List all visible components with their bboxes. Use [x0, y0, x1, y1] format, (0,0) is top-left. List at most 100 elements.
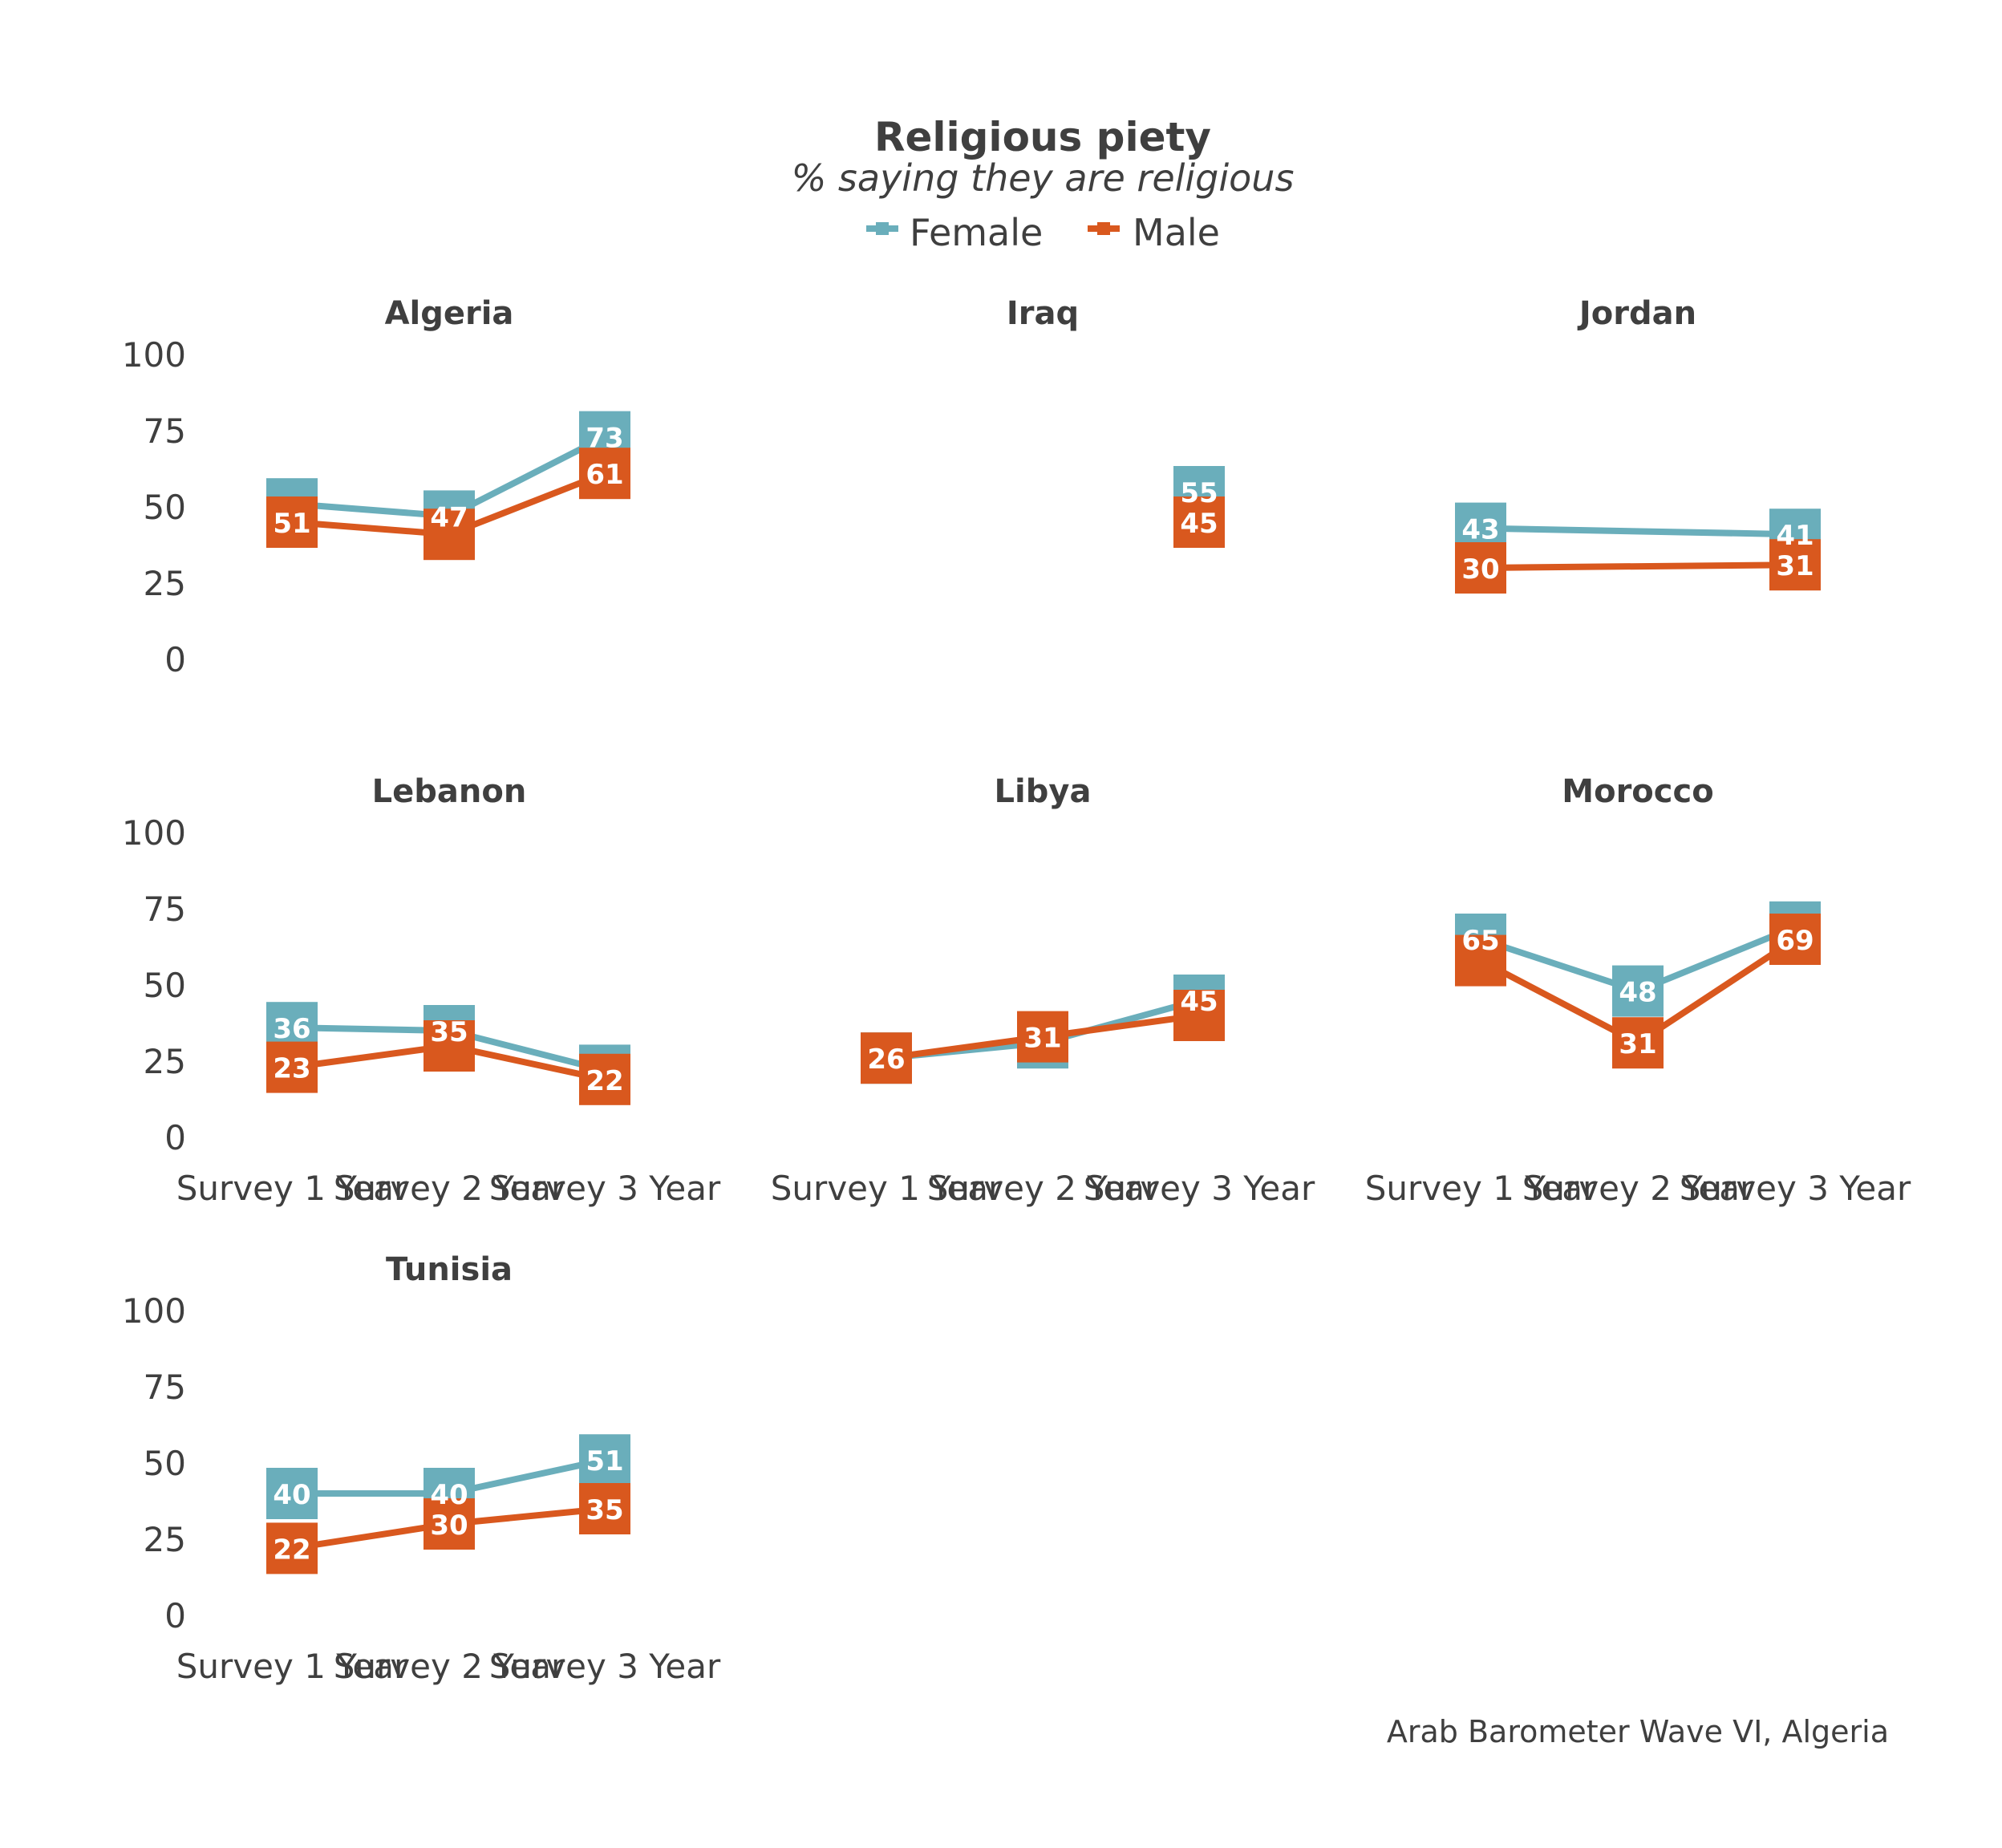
male-data-label: 23 — [273, 1053, 310, 1085]
x-tick-label: Survey 3 Year — [489, 1169, 721, 1208]
male-point — [1173, 496, 1225, 548]
y-tick-label: 75 — [144, 1368, 186, 1407]
panel-title: Libya — [995, 773, 1092, 810]
x-tick-label: Survey 1 Year — [1365, 1169, 1597, 1208]
y-tick-label: 100 — [122, 1291, 186, 1331]
male-point — [1769, 539, 1821, 591]
male-point — [861, 1032, 912, 1084]
male-point — [579, 1483, 630, 1534]
x-tick-label: Survey 3 Year — [1680, 1169, 1911, 1208]
y-tick-label: 75 — [144, 890, 186, 929]
female-data-label: 40 — [273, 1479, 310, 1511]
female-data-label: 40 — [430, 1479, 468, 1511]
legend-male-swatch-marker — [1097, 222, 1110, 235]
male-data-label: 69 — [1776, 925, 1814, 957]
panel-title: Lebanon — [372, 773, 527, 810]
panel-jordan: Jordan 43 41 30 31 — [1455, 295, 1821, 594]
legend: Female Male — [866, 211, 1220, 254]
male-data-label: 30 — [430, 1510, 468, 1542]
female-data-label: 43 — [1461, 514, 1499, 546]
y-tick-label: 25 — [144, 564, 186, 603]
panel-title: Morocco — [1562, 773, 1713, 810]
y-tick-label: 50 — [144, 488, 186, 527]
x-tick-label: Survey 3 Year — [489, 1647, 721, 1686]
chart-title: Religious piety — [874, 114, 1211, 160]
legend-male-label: Male — [1133, 211, 1220, 254]
male-point — [424, 509, 475, 561]
y-tick-label: 25 — [144, 1520, 186, 1559]
male-point — [579, 1053, 630, 1105]
male-point — [424, 1020, 475, 1072]
male-point — [1769, 914, 1821, 965]
male-data-label: 31 — [1619, 1028, 1656, 1060]
panel-title: Algeria — [385, 295, 514, 332]
male-data-label: 26 — [867, 1044, 905, 1076]
x-tick-label: Survey 3 Year — [1084, 1169, 1315, 1208]
panel-title: Iraq — [1007, 295, 1079, 332]
x-tick-label: Survey 1 Year — [176, 1169, 408, 1208]
x-tick-label: Survey 1 Year — [176, 1647, 408, 1686]
female-data-label: 36 — [273, 1013, 310, 1045]
female-data-label: 41 — [1776, 520, 1814, 552]
y-tick-label: 25 — [144, 1042, 186, 1081]
x-tick-label: Survey 2 Year — [927, 1169, 1159, 1208]
panel-algeria: Algeria 0 25 50 75 100 47 73 51 61 — [122, 295, 630, 679]
chart-subtitle: % saying they are religious — [792, 156, 1295, 200]
panel-title: Jordan — [1577, 295, 1696, 332]
male-point — [424, 1498, 475, 1550]
male-data-label: 61 — [586, 459, 623, 491]
male-point — [266, 496, 318, 548]
male-point — [266, 1041, 318, 1093]
y-tick-label: 75 — [144, 411, 186, 451]
male-data-label: 31 — [1776, 550, 1814, 582]
male-data-label: 31 — [1023, 1023, 1061, 1055]
female-line — [1480, 525, 1796, 538]
male-point — [1455, 934, 1506, 987]
female-data-label: 65 — [1461, 925, 1499, 957]
y-tick-label: 50 — [144, 966, 186, 1005]
chart-caption: Arab Barometer Wave VI, Algeria — [1387, 1714, 1889, 1749]
x-tick-label: Survey 2 Year — [334, 1169, 565, 1208]
x-tick-label: Survey 2 Year — [334, 1647, 565, 1686]
male-point — [1173, 990, 1225, 1041]
male-data-label: 30 — [1461, 553, 1499, 586]
y-tick-label: 0 — [164, 1118, 186, 1157]
male-point — [1455, 542, 1506, 594]
male-point — [1612, 1017, 1664, 1069]
legend-female-swatch-marker — [876, 222, 889, 235]
female-point — [1612, 965, 1664, 1017]
panel-title: Tunisia — [386, 1251, 513, 1288]
y-tick-label: 100 — [122, 813, 186, 853]
y-tick-label: 50 — [144, 1444, 186, 1483]
panels: Algeria 0 25 50 75 100 47 73 51 61 Iraq 55 45 Jordan 4… — [122, 295, 1911, 1686]
male-point — [266, 1522, 318, 1574]
female-data-label: 73 — [586, 423, 623, 455]
female-data-label: 55 — [1180, 477, 1218, 509]
female-data-label: 48 — [1619, 977, 1656, 1009]
male-data-label: 22 — [586, 1065, 623, 1097]
male-point — [1017, 1011, 1068, 1063]
male-data-label: 22 — [273, 1534, 310, 1566]
legend-female-label: Female — [910, 211, 1043, 254]
y-tick-label: 100 — [122, 335, 186, 375]
female-point — [266, 1468, 318, 1519]
male-line — [1480, 561, 1796, 571]
male-data-label: 35 — [586, 1494, 623, 1526]
female-data-label: 45 — [1180, 986, 1218, 1018]
y-tick-label: 0 — [164, 640, 186, 679]
female-data-label: 51 — [586, 1445, 623, 1477]
female-data-label: 47 — [430, 501, 468, 533]
male-data-label: 51 — [273, 508, 310, 540]
male-point — [579, 448, 630, 500]
x-tick-label: Survey 2 Year — [1522, 1169, 1754, 1208]
y-tick-label: 0 — [164, 1596, 186, 1635]
female-point — [579, 1434, 630, 1486]
female-data-label: 35 — [430, 1016, 468, 1048]
x-tick-label: Survey 1 Year — [771, 1169, 1003, 1208]
